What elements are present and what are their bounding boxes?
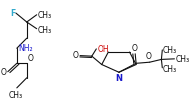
Text: O: O	[28, 54, 34, 62]
Text: CH₃: CH₃	[175, 55, 189, 64]
Text: CH₃: CH₃	[37, 26, 51, 34]
Text: CH₃: CH₃	[163, 45, 177, 54]
Text: NH₂: NH₂	[19, 44, 33, 53]
Text: O: O	[73, 51, 79, 59]
Text: CH₃: CH₃	[37, 11, 51, 19]
Text: O: O	[131, 44, 137, 53]
Text: O: O	[1, 67, 7, 76]
Text: CH₃: CH₃	[163, 64, 177, 73]
Text: N: N	[115, 73, 122, 82]
Text: O: O	[146, 52, 152, 61]
Text: OH: OH	[97, 44, 109, 53]
Text: F: F	[10, 9, 15, 18]
Text: CH₃: CH₃	[9, 90, 23, 99]
